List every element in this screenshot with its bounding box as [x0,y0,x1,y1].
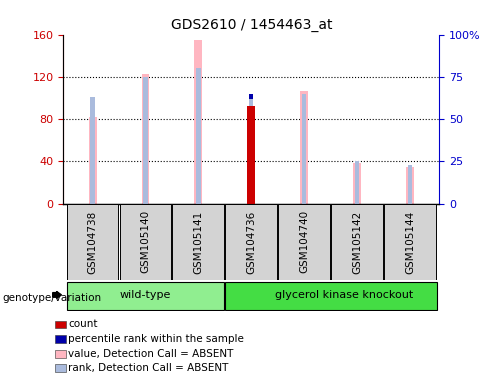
Bar [89,117,97,204]
Bar [408,165,412,204]
Text: GSM104740: GSM104740 [299,210,309,273]
Bar [247,106,255,204]
Bar [194,40,203,204]
Bar [302,94,306,204]
Bar [67,204,119,280]
Text: genotype/variation: genotype/variation [2,293,102,303]
Bar [249,94,253,204]
Bar [355,161,359,204]
Bar [225,204,277,280]
Bar [120,204,171,280]
Bar [278,204,330,280]
Text: GSM105144: GSM105144 [405,210,415,273]
Title: GDS2610 / 1454463_at: GDS2610 / 1454463_at [171,18,332,32]
Bar [384,204,436,280]
Bar [90,97,95,204]
Text: GSM104738: GSM104738 [87,210,98,273]
Text: rank, Detection Call = ABSENT: rank, Detection Call = ABSENT [68,363,229,373]
Bar [67,282,224,310]
Text: GSM105140: GSM105140 [141,210,150,273]
Bar [331,204,383,280]
Text: GSM105141: GSM105141 [193,210,203,273]
Bar [406,167,414,204]
Bar [300,91,308,204]
Bar [143,77,147,204]
Bar [142,74,149,204]
Bar [196,68,201,204]
Text: percentile rank within the sample: percentile rank within the sample [68,334,244,344]
Text: GSM104736: GSM104736 [246,210,256,273]
Text: count: count [68,319,98,329]
Bar [249,94,253,99]
Bar [353,164,361,204]
Text: wild-type: wild-type [120,290,171,300]
Bar [172,204,224,280]
Text: value, Detection Call = ABSENT: value, Detection Call = ABSENT [68,349,234,359]
Text: glycerol kinase knockout: glycerol kinase knockout [275,290,413,300]
Bar [225,282,437,310]
Text: GSM105142: GSM105142 [352,210,362,273]
